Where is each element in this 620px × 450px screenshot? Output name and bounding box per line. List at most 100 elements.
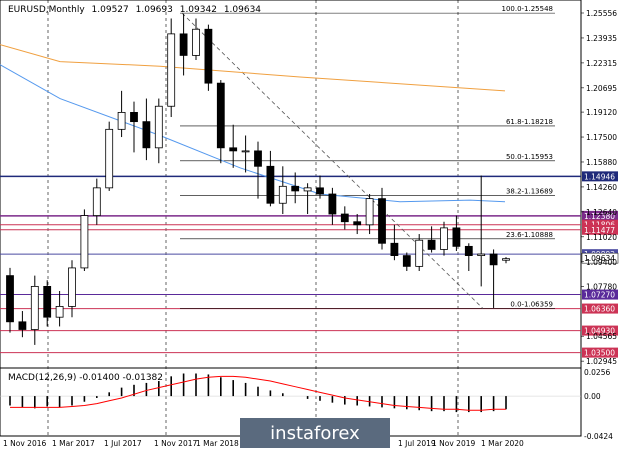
level-price-box — [582, 224, 618, 235]
fibo-label: 23.6-1.10888 — [506, 231, 553, 239]
macd-tick-label: -0.0424 — [584, 432, 613, 441]
candle-body — [179, 33, 188, 56]
macd-panel: 0.0256 0.00 -0.0424 — [0, 368, 613, 441]
candle-body — [241, 150, 250, 153]
price-tick-label: 1.04565 — [586, 332, 617, 341]
moving-averages — [0, 44, 506, 203]
instaforex-watermark: instaforex — [240, 418, 390, 448]
candle-body — [489, 253, 498, 266]
ma-fast-line — [0, 64, 506, 203]
candle-body — [427, 239, 436, 250]
candle-body — [43, 285, 52, 318]
level-price-label: 1.06360 — [584, 305, 615, 314]
fibo-label: 100.0-1.25548 — [501, 5, 553, 13]
macd-tick-label: 0.0256 — [584, 368, 610, 377]
ma-slow-line — [0, 44, 506, 92]
candle-body — [378, 198, 386, 244]
candle-body — [502, 258, 510, 261]
time-tick-label: 1 Mar 2018 — [196, 439, 239, 448]
price-tick-label: 1.07780 — [586, 283, 617, 292]
time-tick-label: 1 Mar 2017 — [52, 439, 95, 448]
level-price-box — [582, 219, 618, 230]
price-tick-label: 1.20695 — [586, 84, 617, 93]
candle-body — [316, 187, 324, 195]
candle-body — [278, 185, 287, 204]
candle-body — [216, 82, 225, 149]
candle-body — [167, 33, 176, 107]
price-tick-label: 1.14260 — [586, 183, 617, 192]
time-tick-label: 1 Mar 2020 — [481, 439, 524, 448]
level-price-box — [582, 325, 618, 336]
time-tick-label: 1 Jul 2017 — [104, 439, 142, 448]
watermark-text: instaforex — [270, 422, 360, 444]
price-tick-label: 1.11020 — [586, 233, 617, 242]
level-price-label: 1.12380 — [584, 212, 615, 221]
level-price-box — [582, 210, 618, 221]
level-price-label: 1.14946 — [584, 172, 615, 181]
candle-body — [402, 255, 411, 267]
time-axis: 1 Nov 2016 1 Mar 2017 1 Jul 2017 1 Nov 2017… — [3, 439, 524, 448]
candle-body — [105, 128, 114, 189]
price-tick-label: 1.15880 — [586, 158, 617, 167]
time-tick-label: 1 Jul 2019 — [398, 439, 436, 448]
candle-body — [254, 150, 262, 167]
candle-body — [142, 121, 151, 149]
price-tick-label: 1.12640 — [586, 208, 617, 217]
candle-body — [80, 215, 89, 269]
candle-body — [390, 242, 399, 256]
level-price-box — [582, 303, 618, 314]
candle-body — [55, 306, 64, 318]
vertical-grid — [47, 0, 459, 436]
fibo-label: 38.2-1.13689 — [506, 188, 553, 196]
candle-body — [340, 213, 349, 223]
time-tick-label: 1 Nov 2016 — [3, 439, 46, 448]
candle-body — [452, 227, 461, 247]
candle-body — [68, 267, 76, 307]
price-tick-label: 1.25556 — [586, 9, 617, 18]
candle-body — [18, 321, 27, 330]
macd-title: MACD(12,26,9) -0.01400 -0.01382 — [8, 373, 163, 383]
candle-body — [440, 227, 448, 250]
price-tick-label: 1.02945 — [586, 357, 617, 366]
candle-body — [192, 28, 200, 56]
level-price-label: 1.04930 — [584, 327, 615, 336]
price-tick-label: 1.19120 — [586, 108, 617, 117]
candle-body — [353, 221, 362, 226]
candle-body — [328, 193, 337, 215]
level-price-box — [582, 289, 618, 300]
time-tick-label: 1 Nov 2017 — [154, 439, 197, 448]
candle-body — [291, 185, 300, 192]
candle-body — [130, 112, 138, 123]
fibo-label: 61.8-1.18218 — [506, 118, 553, 126]
candle-body — [204, 28, 213, 84]
macd-tick-label: 0.00 — [584, 392, 601, 401]
level-price-label: 1.09634 — [584, 254, 615, 263]
fibo-levels: 100.0-1.25548 61.8-1.18218 50.0-1.15953 38.… — [180, 5, 555, 309]
level-price-box — [581, 252, 619, 264]
price-tick-label: 1.23935 — [586, 34, 617, 43]
price-tick-label: 1.22315 — [586, 59, 617, 68]
fibo-label: 50.0-1.15953 — [506, 153, 553, 161]
level-price-label: 1.03500 — [584, 349, 615, 358]
level-price-label: 1.11477 — [584, 226, 615, 235]
candles — [6, 13, 510, 345]
candle-body — [229, 147, 238, 152]
fibo-trend-line — [181, 12, 484, 309]
level-price-box — [582, 347, 618, 358]
price-axis: 1.25556 1.23935 1.22315 1.20695 1.19120 1.175… — [581, 9, 617, 366]
time-tick-label: 1 Nov 2019 — [432, 439, 475, 448]
candle-body — [154, 105, 163, 149]
candle-body — [92, 187, 101, 216]
price-tick-label: 1.09400 — [586, 258, 617, 267]
candle-body — [117, 112, 126, 130]
candle-body — [30, 285, 39, 330]
candle-body — [477, 253, 486, 256]
candle-body — [303, 187, 312, 192]
candle-body — [266, 165, 275, 204]
candle-body — [6, 275, 14, 323]
candle-body — [365, 198, 374, 226]
symbol-header: EURUSD,Monthly 1.09527 1.09693 1.09342 1… — [8, 5, 261, 15]
candle-body — [415, 239, 424, 267]
level-price-box — [582, 171, 618, 182]
